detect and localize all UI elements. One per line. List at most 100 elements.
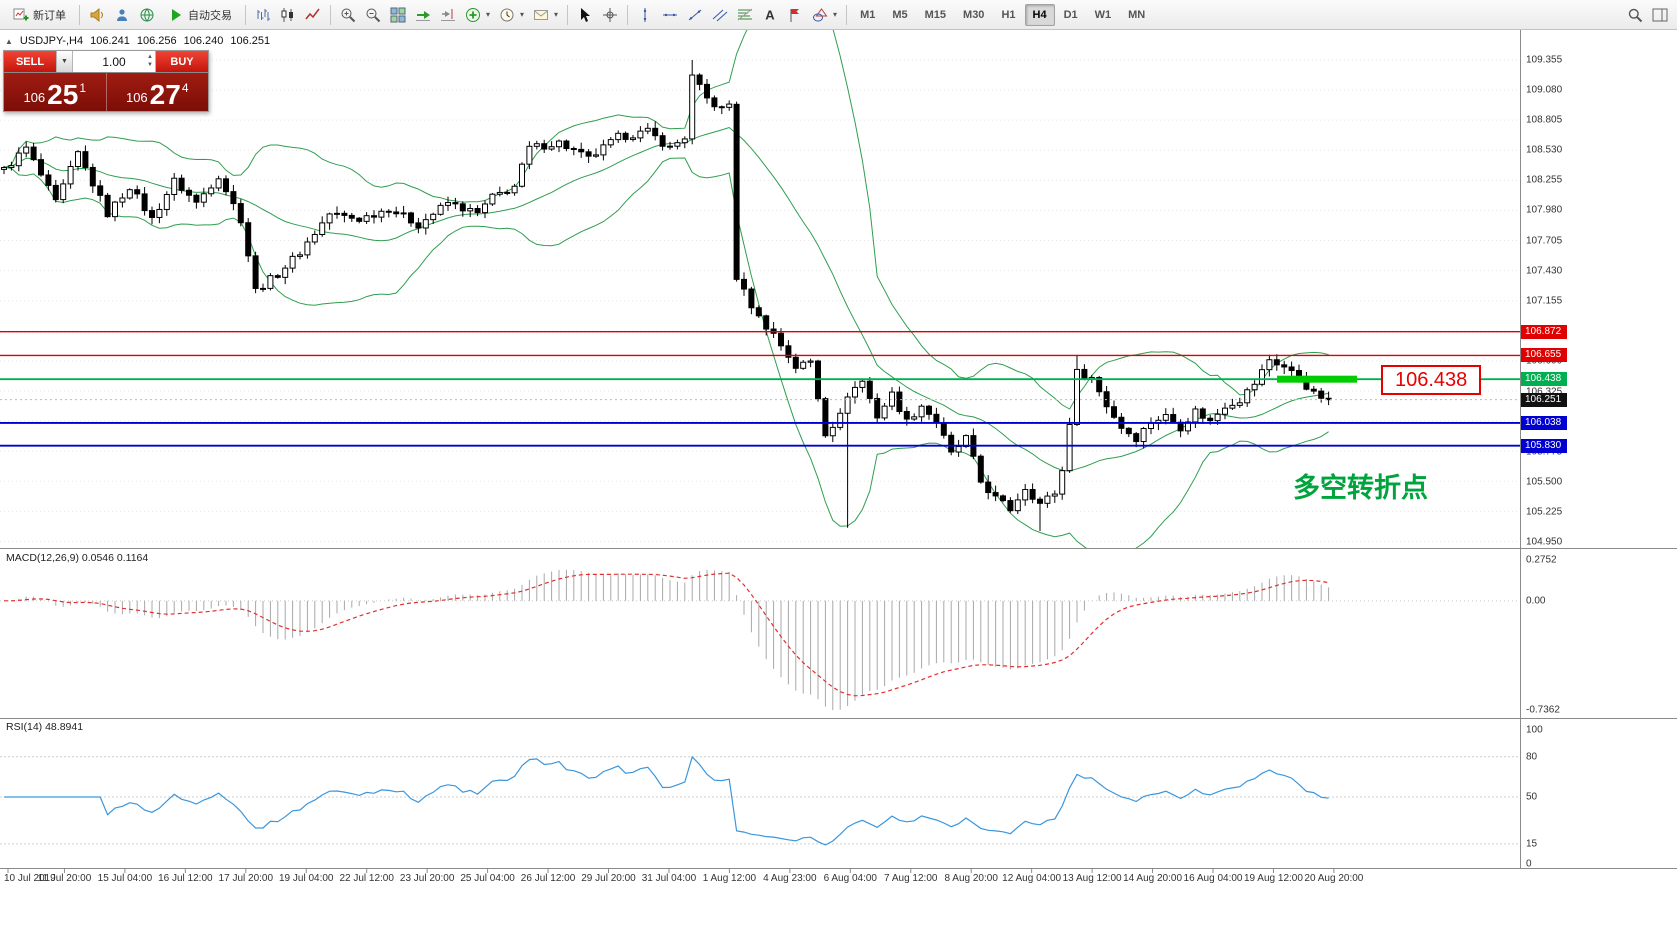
chevron-down-icon: ▾ bbox=[833, 10, 838, 19]
cursor-button[interactable] bbox=[573, 3, 597, 27]
timeframe-m5-button[interactable]: M5 bbox=[884, 4, 915, 26]
profile-button[interactable] bbox=[110, 3, 134, 27]
text-icon: A bbox=[762, 7, 778, 23]
main-price-pane bbox=[0, 30, 1520, 548]
text-label-button[interactable]: A bbox=[758, 3, 782, 27]
macd-signal-line bbox=[4, 572, 1329, 697]
buy-quote[interactable]: 106 27 4 bbox=[105, 73, 209, 111]
candles bbox=[1, 60, 1332, 532]
timeframe-w1-button[interactable]: W1 bbox=[1087, 4, 1120, 26]
timeframe-m15-button[interactable]: M15 bbox=[917, 4, 954, 26]
tile-icon bbox=[390, 7, 406, 23]
sell-quote-base: 106 bbox=[23, 90, 46, 105]
flag-icon bbox=[787, 7, 803, 23]
clock-icon bbox=[499, 7, 515, 23]
timeframe-h1-button[interactable]: H1 bbox=[993, 4, 1023, 26]
candlestick-mode-button[interactable] bbox=[276, 3, 300, 27]
crosshair-icon bbox=[602, 7, 618, 23]
bars-icon bbox=[255, 7, 271, 23]
ohlc-close: 106.251 bbox=[230, 35, 271, 47]
trendline-button[interactable] bbox=[683, 3, 707, 27]
autotrading-label: 自动交易 bbox=[188, 9, 232, 22]
buy-button[interactable]: BUY bbox=[156, 51, 208, 72]
timeframe-m30-button[interactable]: M30 bbox=[955, 4, 992, 26]
svg-text:A: A bbox=[765, 7, 775, 22]
one-click-collapse-arrow[interactable]: ▲ bbox=[5, 36, 13, 46]
chart-plus-icon bbox=[13, 7, 29, 23]
toolbar-separator bbox=[330, 4, 331, 25]
timeframe-d1-button[interactable]: D1 bbox=[1056, 4, 1086, 26]
sell-button[interactable]: SELL bbox=[4, 51, 56, 72]
macd-pane bbox=[0, 569, 1520, 710]
trend-icon bbox=[687, 7, 703, 23]
cursor-icon bbox=[577, 7, 593, 23]
order-panel-quotes: 106 25 1 106 27 4 bbox=[4, 73, 208, 111]
chart-canvas[interactable] bbox=[0, 30, 1677, 892]
arrow-objects-button[interactable] bbox=[783, 3, 807, 27]
chart-header: ▲ USDJPY-,H4 106.241 106.256 106.240 106… bbox=[5, 35, 270, 47]
community-button[interactable] bbox=[135, 3, 159, 27]
volume-dropdown-button[interactable]: ▼ bbox=[56, 51, 72, 72]
search-button[interactable] bbox=[1623, 3, 1647, 27]
globe-icon bbox=[139, 7, 155, 23]
fibo-icon bbox=[737, 7, 753, 23]
highlighted-line-segment bbox=[1277, 375, 1357, 383]
hline-icon bbox=[662, 7, 678, 23]
ohlc-high: 106.256 bbox=[136, 35, 177, 47]
news-button[interactable] bbox=[85, 3, 109, 27]
stepper-up-icon[interactable]: ▲ bbox=[147, 54, 153, 60]
ohlc-open: 106.241 bbox=[90, 35, 130, 47]
fibonacci-retracement-button[interactable] bbox=[733, 3, 757, 27]
chevron-down-icon: ▾ bbox=[520, 10, 525, 19]
timeframe-mn-button[interactable]: MN bbox=[1120, 4, 1153, 26]
templates-button[interactable]: ▾ bbox=[529, 3, 562, 27]
candles-icon bbox=[280, 7, 296, 23]
zoom-in-button[interactable] bbox=[336, 3, 360, 27]
play-icon bbox=[168, 7, 184, 23]
panels-icon bbox=[1652, 7, 1668, 23]
macd-indicator-label: MACD(12,26,9) 0.0546 0.1164 bbox=[6, 552, 149, 564]
autotrading-button[interactable]: 自动交易 bbox=[160, 3, 240, 27]
indicators-button[interactable]: ▾ bbox=[461, 3, 494, 27]
shapes-icon bbox=[812, 7, 828, 23]
sell-quote[interactable]: 106 25 1 bbox=[4, 73, 106, 111]
volume-input[interactable]: 1.00 ▲ ▼ bbox=[72, 51, 156, 72]
periods-button[interactable]: ▾ bbox=[495, 3, 528, 27]
rsi-line bbox=[4, 755, 1329, 846]
timeframe-h4-button[interactable]: H4 bbox=[1024, 3, 1055, 26]
chart-annotation-text: 多空转折点 bbox=[1293, 473, 1428, 503]
volume-stepper[interactable]: ▲ ▼ bbox=[147, 53, 153, 70]
zoom-out-icon bbox=[365, 7, 381, 23]
equidistant-channel-button[interactable] bbox=[708, 3, 732, 27]
one-click-trading-panel: SELL ▼ 1.00 ▲ ▼ BUY 106 25 1 106 27 4 bbox=[3, 50, 209, 112]
order-panel-controls: SELL ▼ 1.00 ▲ ▼ BUY bbox=[4, 51, 208, 73]
tile-windows-button[interactable] bbox=[386, 3, 410, 27]
auto-scroll-button[interactable] bbox=[411, 3, 435, 27]
bollinger-band-line bbox=[3, 30, 1329, 410]
buy-quote-base: 106 bbox=[125, 90, 148, 105]
search-icon bbox=[1627, 7, 1643, 23]
zoom-out-button[interactable] bbox=[361, 3, 385, 27]
buy-quote-pips: 27 bbox=[149, 79, 181, 111]
linechart-icon bbox=[305, 7, 321, 23]
chevron-down-icon: ▾ bbox=[554, 10, 559, 19]
ohlc-low: 106.240 bbox=[183, 35, 224, 47]
shapes-button[interactable]: ▾ bbox=[808, 3, 841, 27]
timeframe-m1-button[interactable]: M1 bbox=[852, 4, 883, 26]
stepper-down-icon[interactable]: ▼ bbox=[147, 62, 153, 69]
bar-chart-mode-button[interactable] bbox=[251, 3, 275, 27]
toggle-panels-button[interactable] bbox=[1648, 3, 1672, 27]
trumpet-icon bbox=[89, 7, 105, 23]
indicator-plus-icon bbox=[465, 7, 481, 23]
price-callout-label: 106.438 bbox=[1381, 365, 1482, 395]
chevron-down-icon: ▾ bbox=[486, 10, 491, 19]
line-chart-mode-button[interactable] bbox=[301, 3, 325, 27]
new-order-button[interactable]: 新订单 bbox=[5, 3, 74, 27]
toolbar-separator bbox=[79, 4, 80, 25]
chart-shift-button[interactable] bbox=[436, 3, 460, 27]
crosshair-button[interactable] bbox=[598, 3, 622, 27]
horizontal-line-button[interactable] bbox=[658, 3, 682, 27]
person-icon bbox=[114, 7, 130, 23]
chart-area: 109.355 109.080 108.805 108.530 108.255 107.9… bbox=[0, 30, 1677, 950]
vertical-line-button[interactable] bbox=[633, 3, 657, 27]
